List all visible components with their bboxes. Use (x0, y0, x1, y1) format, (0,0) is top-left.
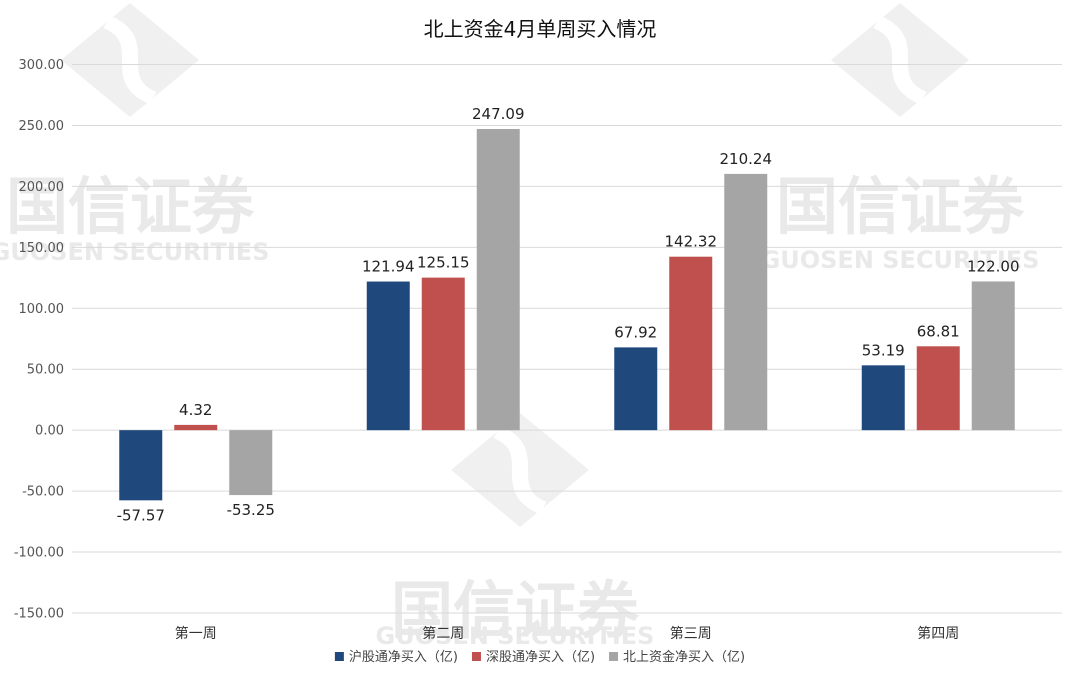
legend: 沪股通净买入（亿) 深股通净买入（亿) 北上资金净买入（亿) (334, 649, 745, 665)
y-tick-label: 250.00 (19, 119, 65, 134)
y-tick-label: 150.00 (19, 241, 65, 256)
bar (916, 346, 960, 431)
data-label: 121.94 (362, 258, 415, 276)
y-tick-label: 0.00 (35, 424, 64, 439)
y-tick-label: -150.00 (14, 607, 64, 622)
x-tick-label: 第二周 (422, 625, 464, 642)
x-tick-label: 第一周 (175, 625, 217, 642)
watermark-logo (61, 2, 199, 117)
axes: -150.00 -100.00 -50.00 0.00 50.00 100.00 150.0… (14, 58, 959, 642)
legend-item: 沪股通净买入（亿) (334, 649, 458, 665)
legend-item: 北上资金净买入（亿) (609, 649, 745, 665)
bar (366, 281, 410, 431)
data-label: 4.32 (179, 401, 212, 419)
bar (119, 430, 163, 501)
data-label: 142.32 (665, 233, 718, 251)
legend-swatch (471, 652, 481, 661)
legend-item: 深股通净买入（亿) (471, 650, 595, 665)
y-tick-label: -100.00 (14, 546, 64, 561)
data-label: -57.57 (117, 506, 165, 524)
chart-title: 北上资金4月单周买入情况 (424, 17, 657, 41)
bars (119, 128, 1015, 501)
bar (229, 430, 273, 496)
data-label: 125.15 (417, 254, 470, 272)
bar (174, 424, 218, 431)
legend-label: 沪股通净买入（亿) (349, 649, 458, 665)
y-tick-label: 50.00 (27, 363, 64, 378)
data-labels: -57.57 4.32 -53.25 121.94 125.15 247.09 67.92 1… (117, 105, 1020, 524)
data-label: 53.19 (862, 341, 905, 359)
data-label: 247.09 (472, 105, 525, 123)
bar (614, 347, 658, 431)
y-tick-label: -50.00 (22, 485, 64, 500)
data-label: 67.92 (614, 323, 657, 341)
watermark-logo (831, 2, 969, 117)
data-label: 122.00 (967, 257, 1020, 275)
legend-label: 深股通净买入（亿) (486, 650, 595, 665)
watermark-brand-en: GUOSEN SECURITIES (0, 238, 269, 266)
legend-label: 北上资金净买入（亿) (623, 649, 745, 665)
data-label: 210.24 (720, 150, 773, 168)
bar (724, 173, 768, 431)
x-tick-label: 第四周 (917, 625, 959, 642)
watermark-brand-en: GUOSEN SECURITIES (376, 622, 655, 650)
data-label: -53.25 (227, 501, 275, 519)
watermark-brand-en: GUOSEN SECURITIES (761, 246, 1040, 274)
bar (669, 256, 713, 431)
data-label: 68.81 (917, 322, 960, 340)
watermark-brand-cn: 国信证券 (776, 170, 1025, 243)
y-tick-label: 100.00 (19, 302, 65, 317)
bar (861, 365, 905, 431)
watermark-logo (451, 413, 589, 527)
bar (971, 281, 1015, 431)
y-tick-label: 300.00 (19, 58, 65, 73)
bar (476, 128, 520, 431)
legend-swatch (609, 652, 619, 661)
watermark-brand-cn: 国信证券 (6, 170, 255, 243)
y-tick-label: 200.00 (19, 180, 65, 195)
watermark-brand-cn: 国信证券 (391, 574, 640, 647)
x-tick-label: 第三周 (670, 625, 712, 642)
gridlines (72, 64, 1062, 614)
legend-swatch (334, 652, 344, 661)
bar (421, 277, 465, 431)
